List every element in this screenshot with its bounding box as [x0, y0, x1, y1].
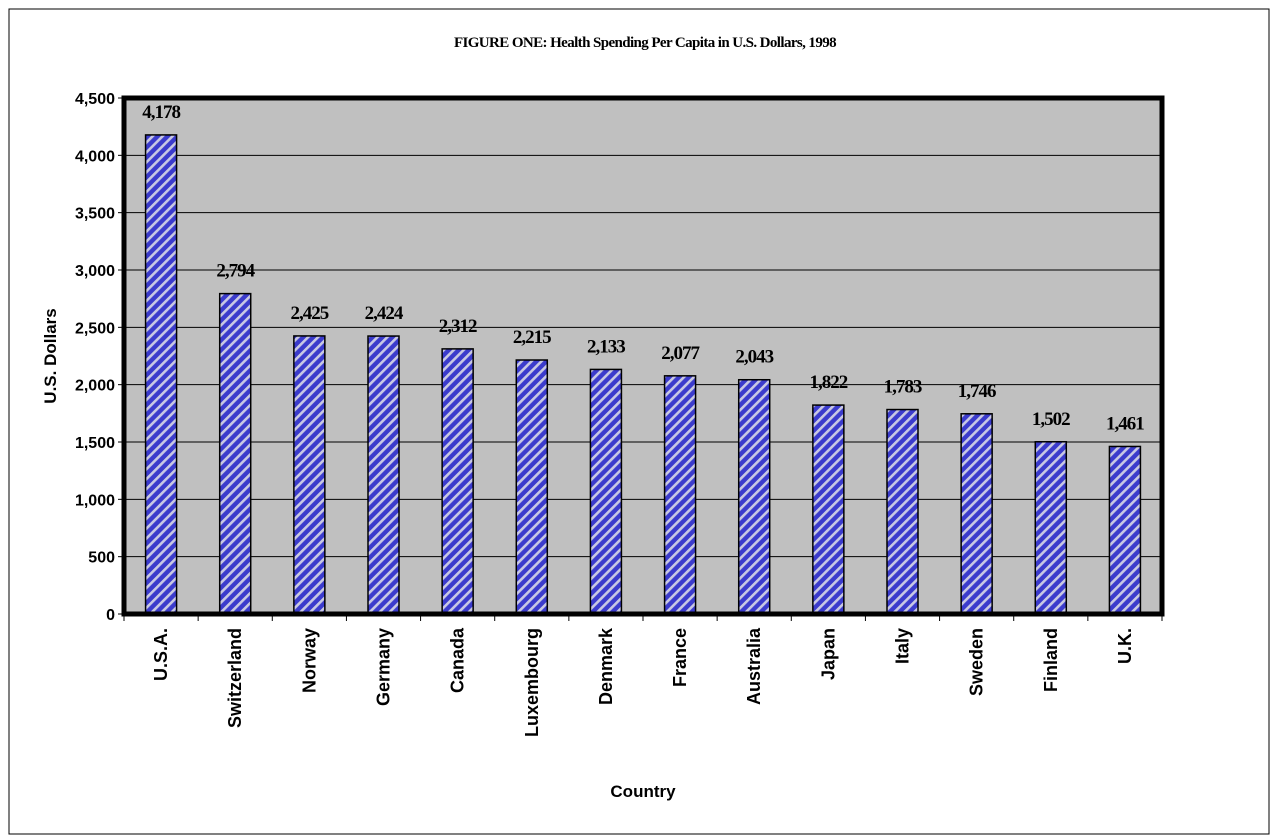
x-tick-label: Denmark [596, 627, 616, 705]
y-tick-label: 2,500 [75, 320, 115, 337]
bar-sweden [960, 413, 993, 615]
bar-japan [812, 404, 845, 615]
data-label: 1,746 [958, 381, 996, 402]
y-tick-label: 2,000 [75, 378, 115, 395]
x-tick-label: Germany [374, 628, 394, 706]
x-axis: U.S.A. Switzerland Norway Germany Canada Luxe… [123, 614, 1163, 737]
x-tick-label: Australia [744, 627, 764, 705]
bar-switzerland [218, 292, 252, 615]
y-tick-label: 1,500 [75, 435, 115, 452]
y-tick-label: 3,000 [75, 263, 115, 280]
x-axis-title: Country [610, 782, 676, 801]
data-label: 4,178 [142, 102, 180, 123]
bar-denmark [589, 368, 623, 615]
y-tick-label: 1,000 [75, 492, 115, 509]
y-tick-label: 4,500 [75, 91, 115, 108]
y-tick-label: 0 [106, 607, 115, 624]
plot-area [124, 98, 1162, 614]
data-label: 2,424 [365, 303, 404, 324]
bar-australia [737, 378, 771, 615]
data-label: 2,077 [661, 343, 700, 364]
bar-norway [293, 335, 326, 615]
chart-title: FIGURE ONE: Health Spending Per Capita i… [454, 35, 836, 51]
x-tick-label: Finland [1041, 628, 1061, 692]
x-tick-label: Japan [818, 628, 838, 680]
y-tick-label: 3,500 [75, 206, 115, 223]
x-tick-label: Canada [448, 627, 468, 693]
data-label: 1,822 [809, 372, 847, 393]
x-tick-label: Switzerland [225, 628, 245, 728]
data-label: 2,425 [290, 303, 328, 324]
y-axis-title: U.S. Dollars [41, 308, 60, 403]
data-label: 1,502 [1032, 409, 1070, 430]
data-label: 2,312 [439, 316, 477, 337]
bar-france [663, 375, 697, 615]
x-tick-label: Luxembourg [522, 628, 542, 737]
data-label: 2,794 [216, 261, 255, 282]
data-labels: 4,178 2,794 2,425 2,424 2,312 2,215 2,133 2,077… [142, 102, 1145, 435]
x-tick-label: U.K. [1115, 628, 1135, 664]
bar-u-k [1108, 445, 1142, 615]
bar-canada [441, 348, 474, 615]
data-label: 1,461 [1106, 413, 1144, 434]
y-tick-label: 4,000 [75, 148, 115, 165]
x-tick-label: France [670, 628, 690, 687]
y-axis: 0 500 1,000 1,500 2,000 2,500 3,000 3,500 4,000 4… [75, 91, 124, 624]
bars [144, 134, 1142, 615]
bar-u-s-a [144, 134, 178, 615]
bar-italy [886, 408, 919, 615]
data-label: 2,215 [513, 327, 551, 348]
data-label: 2,133 [587, 336, 625, 357]
bar-luxembourg [515, 359, 549, 615]
data-label: 1,783 [884, 377, 922, 398]
x-tick-label: Sweden [967, 628, 987, 696]
x-tick-label: Norway [299, 628, 319, 693]
x-tick-label: Italy [893, 628, 913, 664]
bar-finland [1034, 441, 1068, 615]
x-tick-label: U.S.A. [151, 628, 171, 681]
y-tick-label: 500 [88, 550, 115, 567]
data-label: 2,043 [735, 347, 773, 368]
bar-germany [367, 335, 400, 615]
